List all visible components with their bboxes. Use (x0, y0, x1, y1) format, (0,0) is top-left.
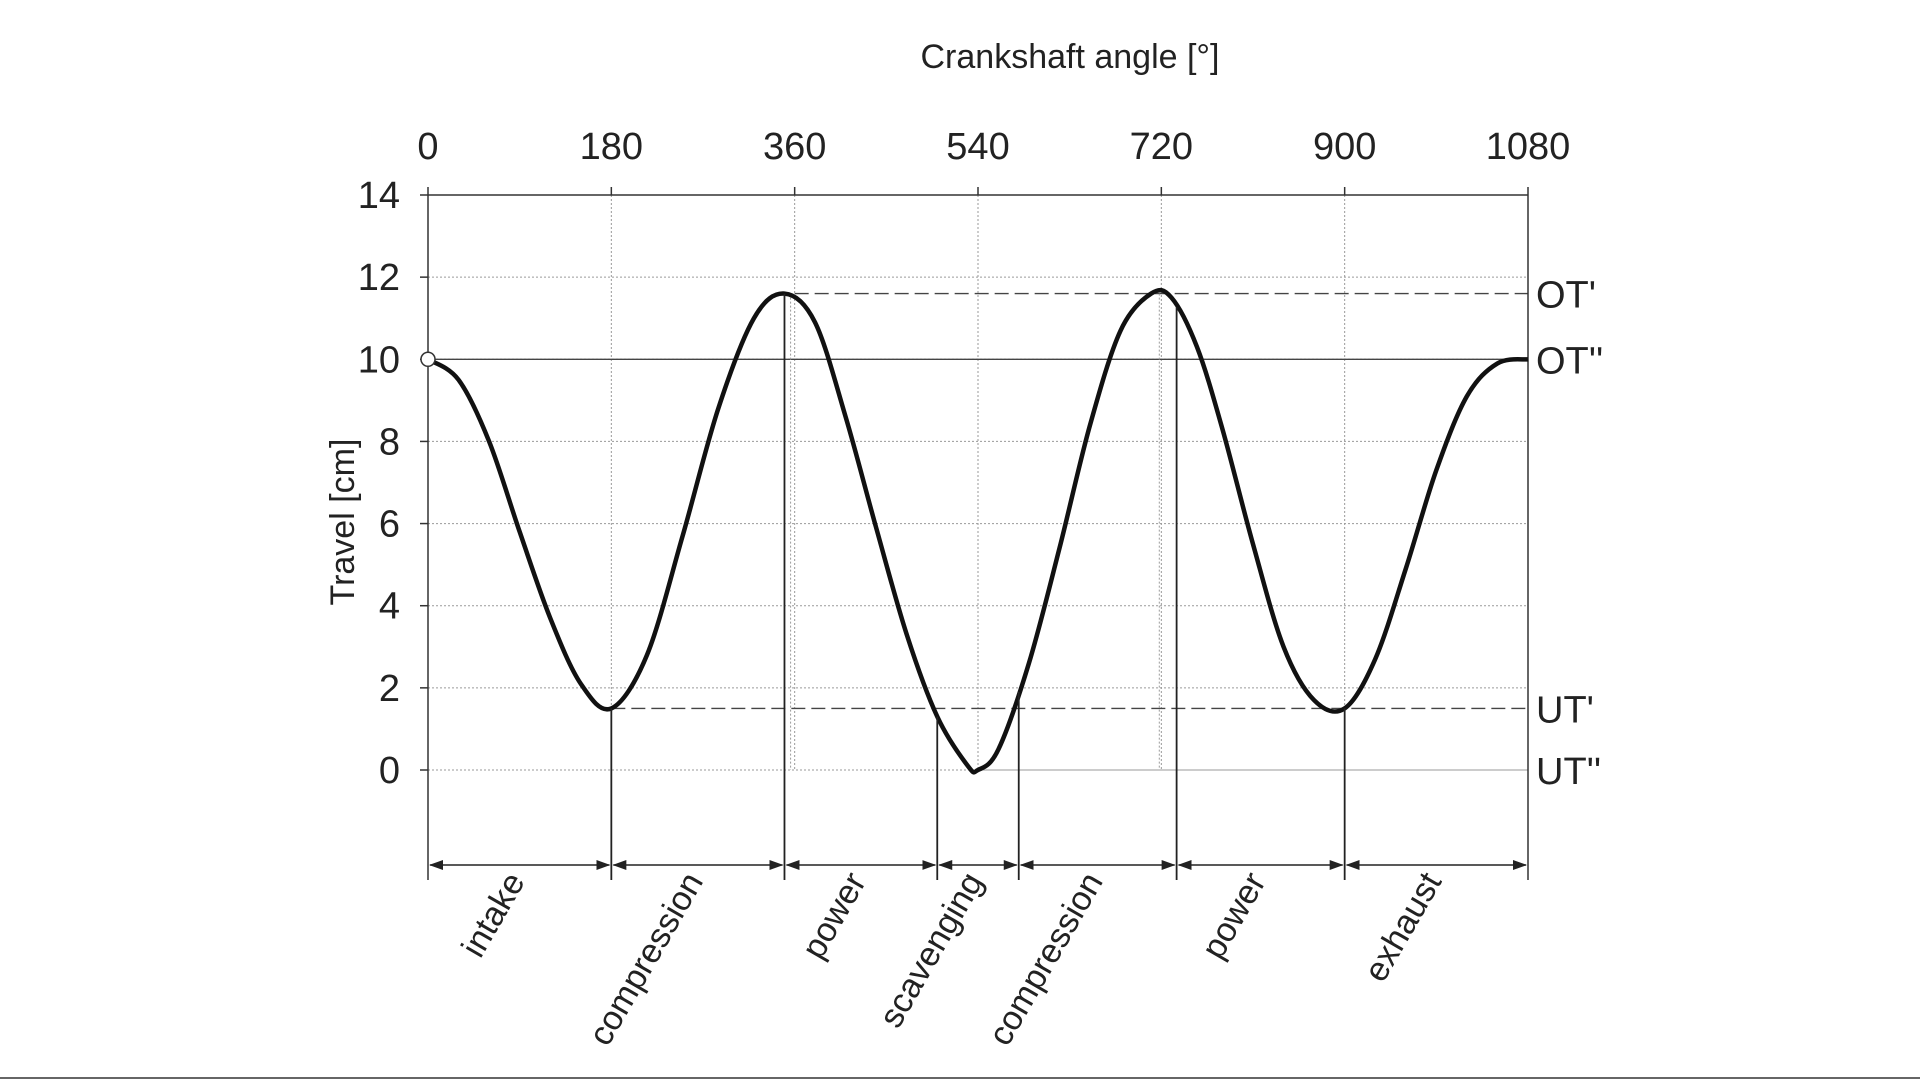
phase-label: intake (454, 866, 532, 964)
frame-bottom-border (0, 1077, 1920, 1079)
x-tick-label: 900 (1313, 126, 1376, 168)
x-tick-label: 720 (1130, 126, 1193, 168)
x-tick-label: 0 (417, 126, 438, 168)
phase-label: scavenging (872, 866, 991, 1034)
travel-curve (426, 287, 1529, 775)
x-tick-label: 180 (580, 126, 643, 168)
y-tick-label: 0 (379, 750, 400, 792)
reference-line-label: OT'' (1536, 340, 1603, 382)
y-tick-label: 8 (379, 421, 400, 463)
reference-line-label: UT' (1536, 689, 1594, 731)
start-marker (420, 351, 436, 368)
reference-lines-layer: OT' OT'' UT' UT'' (428, 275, 1603, 793)
phase-label: power (1194, 866, 1273, 965)
y-tick-label: 10 (358, 339, 400, 381)
y-tick-label: 2 (379, 668, 400, 710)
x-tick-label: 540 (946, 126, 1009, 168)
x-axis-title: Crankshaft angle [°] (921, 38, 1220, 76)
x-tick-label: 360 (763, 126, 826, 168)
y-tick-label: 12 (358, 257, 400, 299)
phase-label: power (795, 866, 874, 965)
phase-label: compression (582, 866, 711, 1052)
reference-line-label: UT'' (1536, 751, 1601, 793)
y-tick-label: 6 (379, 504, 400, 546)
reference-line-label: OT' (1536, 275, 1596, 317)
y-axis-title: Travel [cm] (324, 439, 362, 606)
axes-layer: 0 180 360 540 720 900 1080 0 2 4 6 8 10 12 14 (358, 126, 1571, 880)
phase-label: compression (981, 866, 1110, 1052)
y-tick-label: 14 (358, 175, 400, 217)
x-tick-label: 1080 (1486, 126, 1571, 168)
phase-label: exhaust (1357, 866, 1450, 989)
curve-layer (420, 287, 1529, 775)
y-tick-label: 4 (379, 586, 400, 628)
